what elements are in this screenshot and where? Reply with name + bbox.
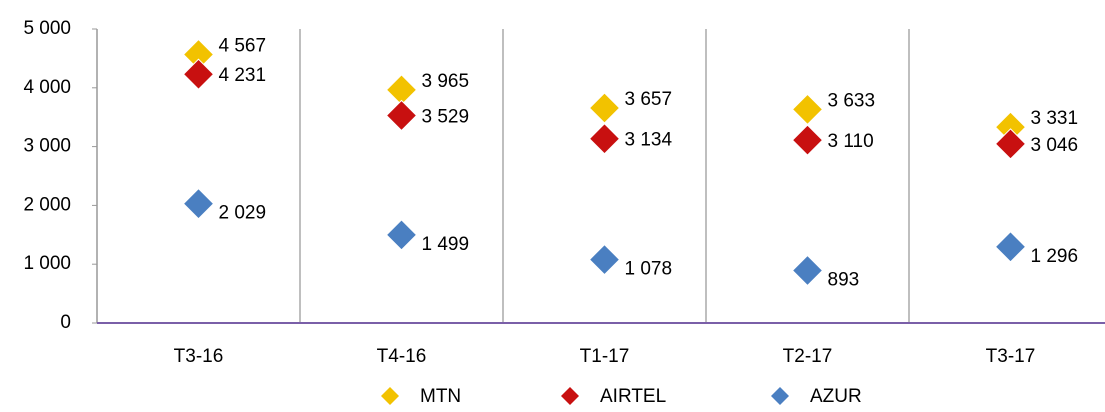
value-label: 1 499 (422, 234, 470, 255)
value-label: 4 231 (219, 65, 267, 86)
y-tick-label: 4 000 (23, 77, 71, 98)
value-label: 1 296 (1031, 246, 1079, 267)
x-tick-label: T3-17 (986, 346, 1036, 367)
marker (791, 124, 824, 156)
value-label: 3 633 (828, 90, 876, 111)
y-tick-label: 0 (60, 312, 71, 333)
legend-label: MTN (420, 386, 461, 407)
marker (994, 231, 1027, 263)
value-label: 3 529 (422, 107, 470, 128)
x-tick-label: T2-17 (783, 346, 833, 367)
value-label: 3 657 (625, 89, 673, 110)
value-label: 3 046 (1031, 135, 1079, 156)
marker (182, 58, 215, 90)
marker (994, 128, 1027, 160)
value-label: 3 331 (1031, 108, 1079, 129)
legend-label: AZUR (810, 386, 862, 407)
legend-marker (771, 387, 789, 405)
marker (385, 219, 418, 251)
legend-marker (561, 387, 579, 405)
y-tick-label: 5 000 (23, 18, 71, 39)
x-tick-label: T4-16 (377, 346, 427, 367)
value-label: 1 078 (625, 259, 673, 280)
marker (791, 254, 824, 287)
value-label: 2 029 (219, 203, 267, 224)
legend-marker (381, 387, 399, 405)
value-label: 893 (828, 270, 860, 291)
marker (588, 243, 621, 276)
marker (791, 93, 824, 126)
y-tick-label: 1 000 (23, 253, 71, 274)
y-tick-label: 3 000 (23, 136, 71, 157)
value-label: 4 567 (219, 35, 267, 56)
marker (588, 123, 621, 155)
marker (385, 99, 418, 132)
value-label: 3 965 (422, 71, 470, 92)
legend-label: AIRTEL (600, 386, 666, 407)
value-label: 3 134 (625, 130, 673, 151)
value-label: 3 110 (828, 131, 874, 152)
marker (182, 187, 215, 220)
marker (588, 92, 621, 124)
y-tick-label: 2 000 (23, 194, 71, 215)
x-tick-label: T1-17 (580, 346, 630, 367)
x-tick-label: T3-16 (174, 346, 224, 367)
